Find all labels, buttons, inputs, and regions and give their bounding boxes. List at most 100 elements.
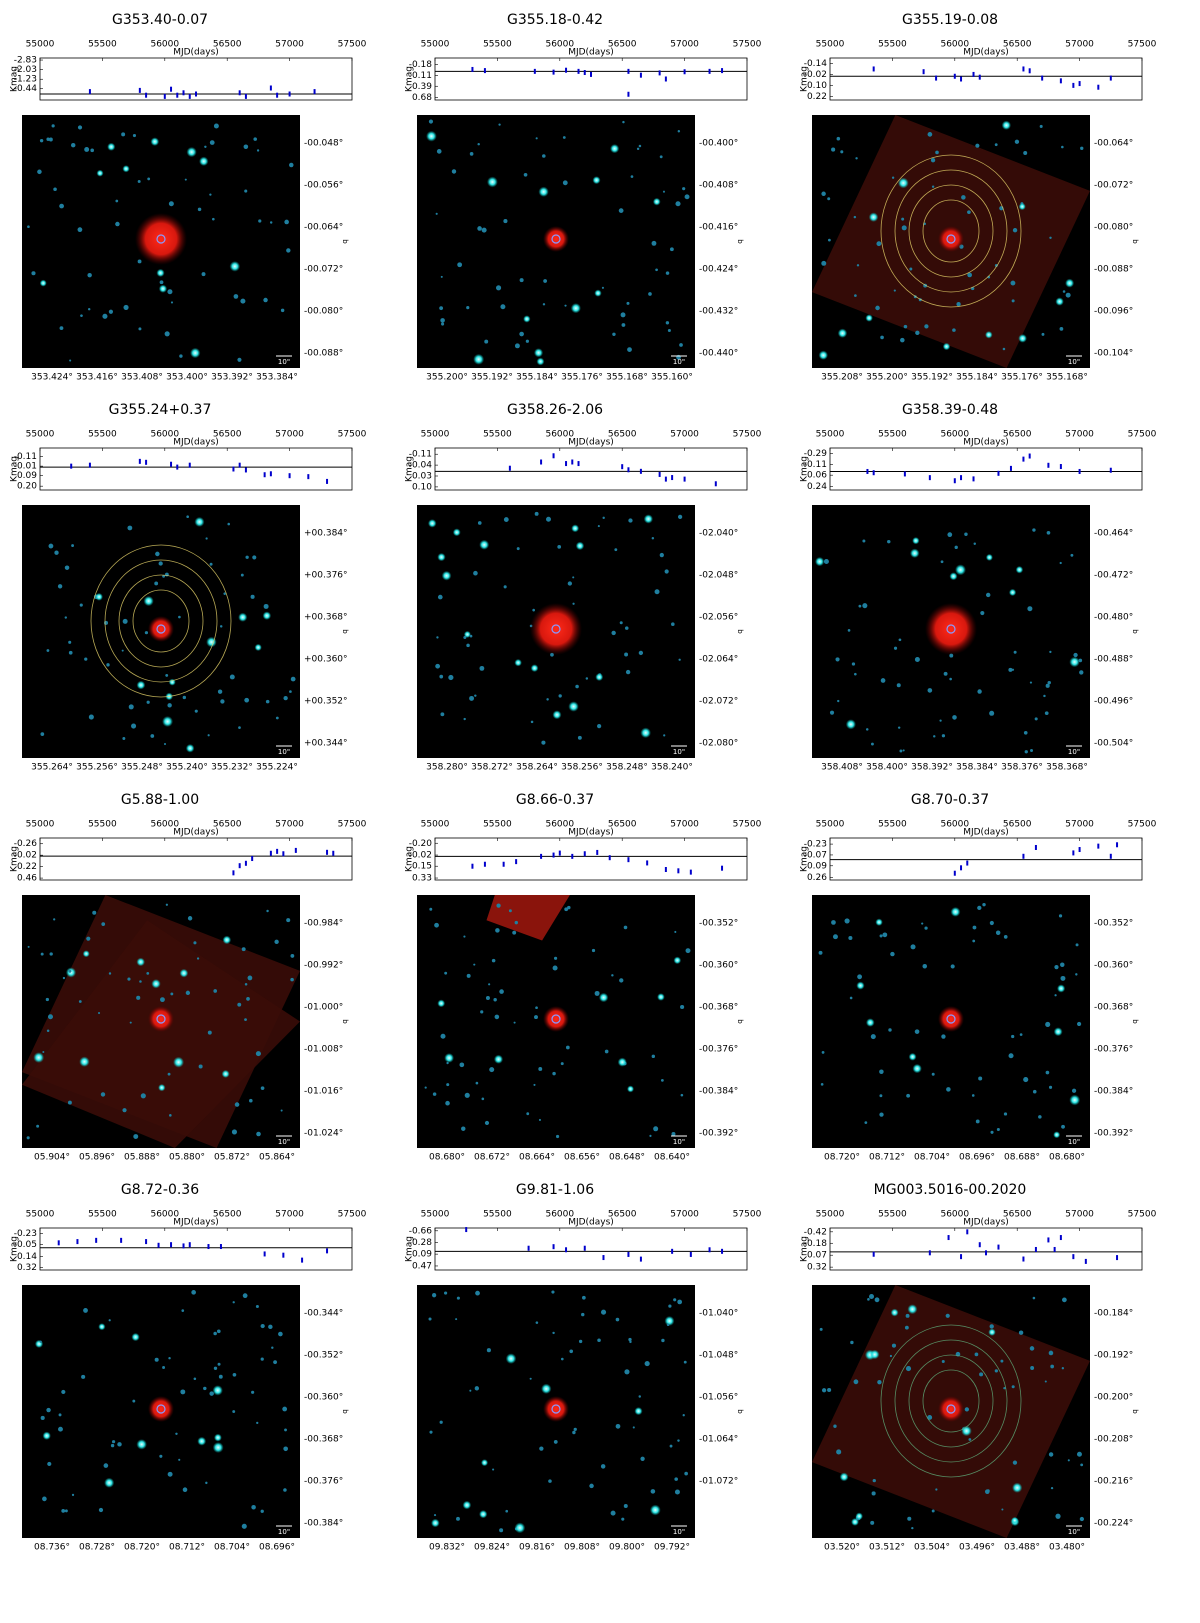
star — [567, 581, 573, 586]
data-point — [326, 1248, 329, 1254]
plot-frame — [434, 447, 748, 491]
star — [975, 143, 980, 148]
star — [481, 227, 487, 233]
plot-frame — [39, 1227, 353, 1271]
image-x-tick-label: 358.256° — [561, 763, 603, 773]
star — [661, 1338, 665, 1343]
star — [636, 147, 640, 151]
star — [821, 260, 827, 266]
star — [34, 1339, 44, 1349]
star — [634, 1407, 643, 1416]
star — [622, 120, 625, 124]
x-tick-label: 57000 — [275, 820, 304, 830]
data-point — [1078, 81, 1081, 87]
star — [978, 1076, 983, 1081]
image-x-tick-label: 353.384° — [256, 373, 298, 383]
x-tick-label: 56500 — [1003, 820, 1032, 830]
image-x-tick-label: 08.672° — [474, 1153, 510, 1163]
star — [612, 332, 616, 337]
data-point — [639, 468, 642, 474]
image-y-tick-label: -00.048° — [304, 139, 343, 149]
star — [212, 1442, 224, 1453]
star — [854, 672, 857, 676]
image-y-tick-label: -00.992° — [304, 961, 343, 971]
star — [831, 920, 836, 925]
star — [1002, 347, 1006, 351]
data-point — [960, 76, 963, 82]
star — [678, 658, 681, 661]
star — [231, 1129, 238, 1135]
panel-title: G353.40-0.07 — [112, 12, 208, 28]
star — [269, 221, 273, 224]
star — [569, 1349, 574, 1354]
star — [147, 177, 151, 181]
y-axis-label: Kmag — [10, 846, 20, 872]
star — [542, 303, 546, 306]
data-point — [552, 69, 555, 75]
star — [216, 1329, 221, 1334]
data-point — [997, 1244, 1000, 1250]
image-x-tick-label: 353.416° — [76, 373, 118, 383]
image-y-tick-label: -00.424° — [699, 265, 738, 275]
star — [58, 1413, 62, 1417]
star — [71, 1493, 75, 1497]
star — [463, 630, 471, 638]
image-x-tick-label: 358.272° — [471, 763, 513, 773]
image-x-tick-label: 05.872° — [214, 1153, 250, 1163]
contour — [922, 1369, 980, 1433]
star — [175, 1432, 178, 1436]
image-x-tick-label: 09.824° — [474, 1543, 510, 1553]
star — [853, 215, 857, 219]
y-tick-label: 0.32 — [807, 1263, 827, 1273]
star — [1032, 528, 1036, 532]
y-tick-label: -0.20 — [409, 839, 433, 849]
star — [535, 1321, 539, 1324]
star — [286, 918, 291, 923]
star — [209, 140, 215, 145]
source-marker — [551, 234, 561, 244]
y-tick-label: 0.20 — [17, 482, 37, 492]
data-point — [1109, 467, 1112, 473]
star — [853, 1379, 859, 1385]
star — [680, 1004, 685, 1010]
image-x-tick-label: 355.192° — [911, 373, 953, 383]
data-point — [207, 1244, 210, 1250]
star — [1012, 228, 1018, 233]
data-point — [558, 850, 561, 856]
star — [493, 998, 497, 1002]
star — [42, 1431, 51, 1440]
contour — [894, 1339, 1008, 1463]
star — [64, 565, 70, 570]
data-point — [689, 1251, 692, 1257]
star — [581, 1312, 585, 1317]
data-point — [269, 471, 272, 477]
star — [265, 699, 270, 704]
x-tick-label: 56500 — [1003, 40, 1032, 50]
star — [821, 1388, 827, 1393]
star — [534, 1015, 538, 1020]
data-point — [188, 462, 191, 468]
data-point — [708, 68, 711, 74]
y-tick-label: -0.11 — [409, 450, 432, 460]
star — [1059, 561, 1062, 565]
x-tick-label: 55000 — [816, 40, 845, 50]
data-point — [533, 68, 536, 74]
star — [77, 125, 83, 130]
y-tick-label: 0.33 — [412, 874, 432, 884]
star — [648, 292, 652, 296]
star — [905, 1313, 910, 1318]
star — [591, 948, 596, 953]
star — [499, 1528, 504, 1533]
x-tick-label: 57500 — [338, 1210, 367, 1220]
star — [240, 298, 246, 304]
star — [217, 1362, 221, 1366]
star — [437, 552, 446, 562]
x-tick-label: 56500 — [1003, 1210, 1032, 1220]
x-tick-label: 56000 — [150, 820, 179, 830]
image-x-tick-label: 08.720° — [124, 1543, 160, 1553]
star — [890, 951, 895, 957]
star — [115, 221, 120, 227]
image-x-tick-label: 355.240° — [166, 763, 208, 773]
x-tick-label: 56000 — [545, 820, 574, 830]
star — [933, 735, 936, 738]
